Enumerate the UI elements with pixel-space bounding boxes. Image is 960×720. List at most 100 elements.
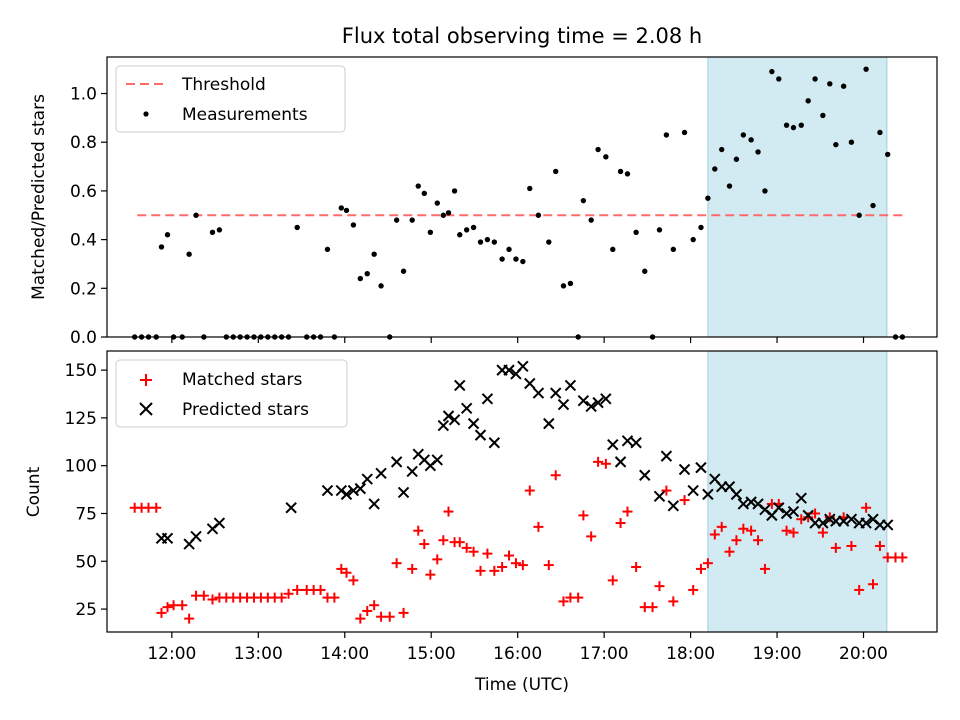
- predicted-star-point: [653, 490, 666, 502]
- predicted-star-point: [347, 484, 360, 497]
- y-tick-label: 1.0: [70, 85, 97, 105]
- predicted-star-point: [543, 417, 555, 430]
- matched-star-point: [348, 575, 359, 586]
- matched-star-point: [731, 535, 742, 546]
- measurement-point: [427, 229, 434, 236]
- matched-star-point: [688, 584, 699, 595]
- measurement-point: [656, 227, 663, 233]
- bottom-panel-frame: [106, 350, 938, 633]
- predicted-star-point: [882, 519, 894, 531]
- matched-star-point: [336, 563, 347, 574]
- matched-star-point: [788, 527, 799, 538]
- measurement-point: [603, 154, 609, 160]
- predicted-star-point: [667, 500, 680, 512]
- predicted-star-point: [354, 482, 367, 495]
- predicted-star-point: [780, 507, 793, 520]
- bottom-y-axis: 25 50 75 100 125 150: [65, 361, 107, 620]
- predicted-star-point-b: [745, 496, 757, 508]
- measurement-point: [690, 236, 696, 243]
- matched-star-point: [438, 535, 449, 546]
- predicted-star-point-b: [467, 417, 480, 430]
- predicted-star-point-b: [375, 467, 387, 480]
- predicted-star-point: [517, 360, 529, 372]
- x-tick-label: 18:00: [666, 644, 715, 664]
- predicted-star-point-b: [213, 517, 226, 529]
- measurement-point: [769, 68, 775, 75]
- measurement-point: [553, 168, 559, 175]
- predicted-star-point-b: [730, 488, 743, 501]
- measurement-point: [870, 202, 876, 209]
- predicted-star-point-b: [752, 498, 764, 510]
- predicted-star-point: [321, 484, 334, 497]
- measurement-point: [164, 232, 171, 238]
- predicted-star-point-b: [361, 473, 373, 485]
- matched-star-point: [454, 537, 465, 548]
- predicted-star-point-b: [687, 484, 699, 497]
- measurement-point: [451, 188, 458, 194]
- predicted-star-point-b: [347, 484, 360, 497]
- matched-star-point: [497, 562, 508, 573]
- predicted-star-point-b: [837, 515, 850, 527]
- measurement-point: [393, 217, 400, 223]
- measurement-point: [546, 239, 552, 245]
- measurement-point: [193, 212, 199, 218]
- predicted-star-point: [817, 517, 829, 529]
- predicted-star-point: [460, 402, 473, 415]
- measurement-point: [484, 236, 491, 243]
- predicted-star-point: [442, 410, 455, 422]
- y-tick-label: 125: [65, 409, 97, 429]
- matched-star-point: [631, 562, 642, 573]
- matched-star-point: [425, 569, 436, 580]
- measurement-point: [840, 83, 847, 89]
- predicted-star-point-b: [431, 454, 443, 466]
- predicted-star-point: [614, 456, 627, 468]
- measurement-point: [805, 98, 811, 104]
- measurement-point: [491, 239, 498, 245]
- predicted-star-point-b: [481, 393, 494, 405]
- predicted-star-point: [600, 393, 612, 405]
- matched-star-point: [593, 456, 604, 467]
- predicted-star-point: [190, 530, 202, 543]
- measurement-point: [527, 185, 533, 192]
- matched-star-point: [276, 592, 287, 603]
- predicted-star-point-b: [817, 517, 829, 529]
- measurement-point: [506, 246, 512, 253]
- measurement-point: [371, 251, 377, 257]
- predicted-star-point-b: [737, 498, 750, 510]
- predicted-star-point-b: [397, 486, 410, 499]
- matched-star-point: [647, 602, 658, 613]
- legend-matched-label: Matched stars: [182, 370, 302, 390]
- measurement-point: [712, 166, 718, 172]
- matched-star-point: [391, 558, 402, 569]
- predicted-star-point-b: [773, 502, 785, 514]
- predicted-star-point-b: [418, 454, 431, 466]
- measurement-point: [633, 229, 639, 236]
- predicted-star-point-b: [406, 465, 418, 478]
- measurement-point: [642, 268, 648, 274]
- predicted-star-point-b: [503, 364, 515, 376]
- predicted-star-point-b: [639, 469, 651, 481]
- predicted-star-point-b: [802, 509, 814, 522]
- predicted-star-point-b: [592, 396, 604, 409]
- predicted-star-point: [481, 393, 494, 405]
- predicted-star-point: [845, 513, 858, 525]
- matched-star-point: [830, 542, 841, 553]
- top-legend: Threshold Measurements: [115, 65, 346, 133]
- matched-star-point: [355, 613, 366, 624]
- measurement-point: [877, 129, 883, 136]
- matched-star-point: [600, 458, 611, 469]
- predicted-star-point-b: [695, 461, 707, 474]
- measurements-series: [131, 66, 906, 340]
- predicted-star-point: [630, 437, 642, 449]
- y-tick-label: 0.2: [70, 279, 97, 299]
- predicted-star-point: [787, 505, 800, 518]
- matched-star-point: [413, 525, 424, 536]
- measurement-point: [520, 258, 526, 265]
- x-tick-label: 19:00: [753, 644, 802, 664]
- measurement-point: [499, 256, 505, 262]
- matched-star-point: [550, 470, 561, 481]
- predicted-star-point-b: [577, 394, 590, 407]
- predicted-star-point-b: [285, 502, 297, 514]
- predicted-star-point: [285, 502, 297, 514]
